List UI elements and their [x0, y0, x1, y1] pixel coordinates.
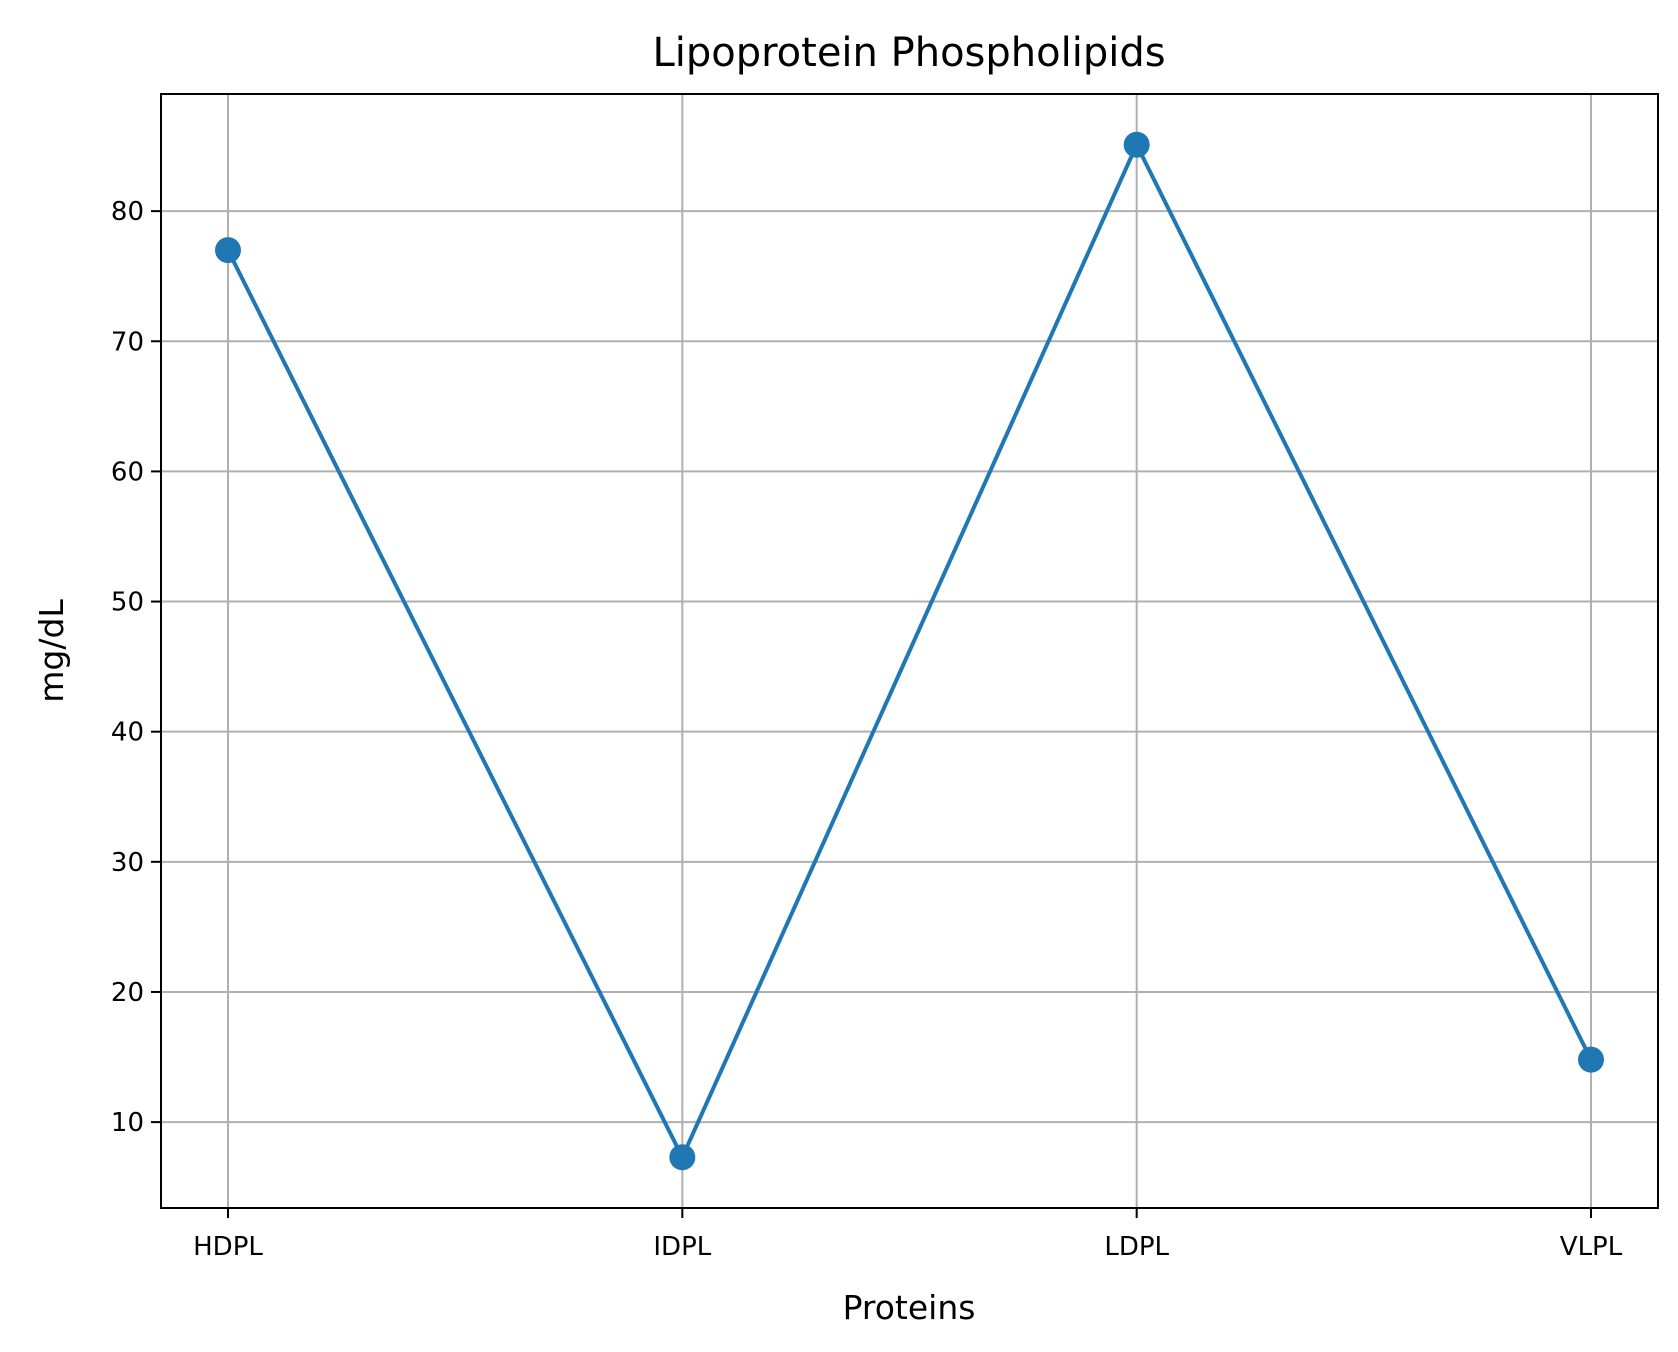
tick-layer: HDPL IDPL LDPL VLPL 10 20 30 40 50 60 70 80: [111, 197, 1623, 1262]
y-tick-label: 20: [111, 978, 144, 1008]
data-point: [1123, 131, 1150, 158]
x-axis-label: Proteins: [843, 1288, 976, 1327]
data-point: [669, 1144, 696, 1171]
y-tick-label: 70: [111, 327, 144, 357]
y-tick-label: 30: [111, 848, 144, 878]
x-tick-label: LDPL: [1104, 1232, 1169, 1262]
y-axis-label: mg/dL: [32, 599, 71, 703]
data-point: [1578, 1046, 1604, 1073]
x-tick-label: HDPL: [193, 1232, 263, 1262]
y-tick-label: 50: [111, 588, 144, 618]
grid-layer: [161, 94, 1658, 1208]
series-layer: [215, 131, 1604, 1171]
x-tick-label: VLPL: [1560, 1232, 1623, 1262]
chart-title: Lipoprotein Phospholipids: [652, 30, 1165, 76]
plot-area-frame: [160, 93, 1659, 1209]
y-tick-label: 60: [111, 457, 144, 487]
series-line: [226, 142, 1593, 1160]
y-tick-label: 80: [111, 197, 144, 227]
y-tick-label: 10: [111, 1108, 144, 1138]
data-point: [215, 237, 241, 264]
x-tick-label: IDPL: [653, 1232, 711, 1262]
y-tick-label: 40: [111, 718, 144, 748]
